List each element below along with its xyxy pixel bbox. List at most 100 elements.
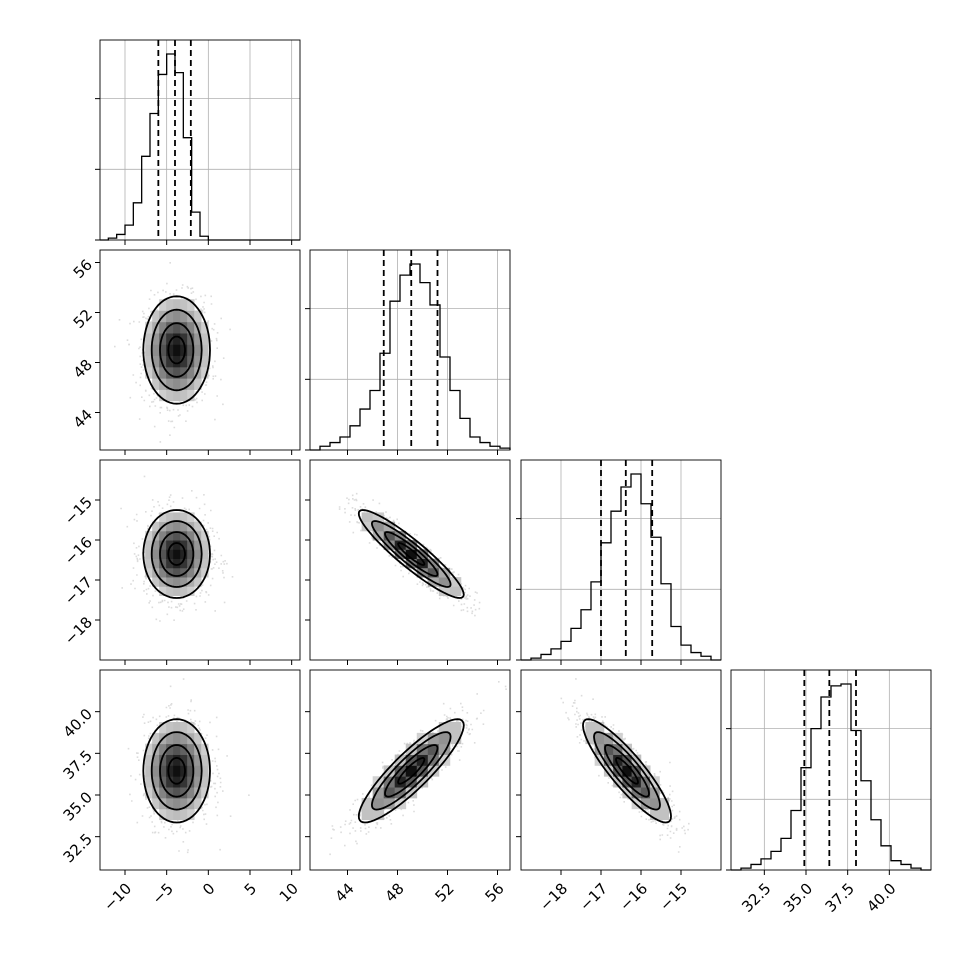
density-cell <box>173 521 181 532</box>
density-cell <box>152 765 160 777</box>
density-cell <box>194 754 202 766</box>
density-cell <box>438 732 451 745</box>
density-cell <box>145 321 153 334</box>
density-cell <box>622 776 633 788</box>
density-cell <box>159 722 167 734</box>
density-cell <box>372 808 385 821</box>
density-cell <box>372 787 385 799</box>
density-cell <box>372 797 385 810</box>
density-cell <box>173 389 181 402</box>
density-cell <box>145 355 153 368</box>
density-cell <box>173 530 181 541</box>
density-cell <box>173 808 181 821</box>
x-tick-label: −10 <box>100 880 135 915</box>
density-cell <box>187 567 195 578</box>
contour-3 <box>142 295 211 405</box>
density-cell <box>173 512 181 523</box>
density-cell <box>427 754 440 766</box>
density-cell <box>594 722 605 734</box>
contour-3 <box>142 718 211 824</box>
density-cell <box>180 530 188 541</box>
density-cell <box>159 754 167 766</box>
density-cell <box>650 797 660 810</box>
hist-grid-3 <box>731 670 931 870</box>
density-cell <box>187 344 195 357</box>
density-cell <box>159 549 167 560</box>
density-cell <box>180 333 188 345</box>
density-cell <box>166 530 174 541</box>
density-cell <box>145 530 153 541</box>
density-cell <box>159 787 167 799</box>
density-cell <box>180 732 188 745</box>
density-cell <box>194 765 202 777</box>
hist-step-2 <box>521 473 721 661</box>
y-tick-label: 35.0 <box>60 788 96 824</box>
density-cell <box>166 344 174 357</box>
density-cell <box>194 521 202 532</box>
density-cell <box>194 776 202 788</box>
density-cell <box>372 776 385 788</box>
density-cell <box>187 722 195 734</box>
contour-0 <box>397 756 426 785</box>
density-cell <box>427 567 440 578</box>
density-cell <box>152 333 160 345</box>
density-cell <box>159 333 167 345</box>
density-cell <box>180 754 188 766</box>
density-cell <box>173 577 181 587</box>
density-cell <box>159 765 167 777</box>
density-cell <box>166 787 174 799</box>
density-cell <box>166 577 174 587</box>
y-tick-label: 37.5 <box>60 747 96 783</box>
x-tick-label: −15 <box>656 880 691 915</box>
density-cell <box>394 530 407 541</box>
density-cell <box>594 732 605 745</box>
density-cell <box>152 521 160 532</box>
density-cell <box>187 389 195 402</box>
density-cell <box>613 765 623 777</box>
density-cell <box>173 549 181 560</box>
pair-frame-0-3 <box>99 669 301 871</box>
density-cell <box>187 743 195 755</box>
density-cell <box>180 378 188 390</box>
density-cell <box>152 355 160 368</box>
density-cell <box>201 366 209 379</box>
density-cell <box>603 765 614 777</box>
density-cell <box>416 732 429 745</box>
density-cell <box>173 743 181 755</box>
hist-grid-0 <box>100 40 300 240</box>
density-cell <box>180 577 188 587</box>
density-cell <box>180 765 188 777</box>
density-cell <box>152 310 160 323</box>
contour-3 <box>357 509 465 599</box>
x-tick-label: 52 <box>432 880 458 906</box>
density-cell <box>416 776 429 788</box>
density-cell <box>145 333 153 345</box>
density-cell <box>613 776 623 788</box>
density-cell <box>180 355 188 368</box>
density-cell <box>166 333 174 345</box>
density-cell <box>173 366 181 379</box>
density-cell <box>194 344 202 357</box>
density-cell <box>145 366 153 379</box>
density-cell <box>438 743 451 755</box>
density-cell <box>145 567 153 578</box>
density-cell <box>416 754 429 766</box>
density-cell <box>173 333 181 345</box>
density-cell <box>173 776 181 788</box>
density-cell <box>201 567 209 578</box>
hist-panel-1 <box>305 249 511 451</box>
x-tick-label: 32.5 <box>738 880 774 916</box>
contour-2 <box>150 520 203 588</box>
density-cell <box>159 355 167 368</box>
density-cell <box>640 787 651 799</box>
density-cell <box>659 808 669 821</box>
density-cell <box>631 754 642 766</box>
contour-1 <box>159 744 195 798</box>
x-tick-label: 48 <box>382 880 408 906</box>
density-cell <box>394 787 407 799</box>
density-cell <box>187 530 195 541</box>
pair-content-0-2 <box>120 475 234 622</box>
density-cell <box>194 310 202 323</box>
density-cell <box>159 540 167 550</box>
contour-2 <box>150 308 203 392</box>
